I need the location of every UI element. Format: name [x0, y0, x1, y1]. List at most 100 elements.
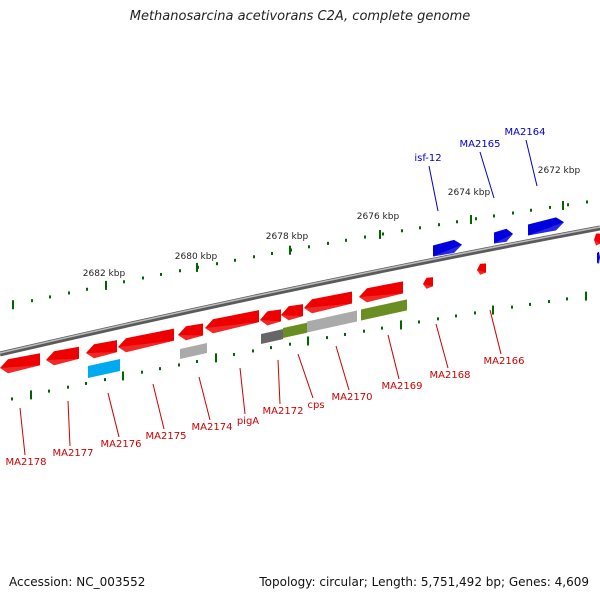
leader-line: [19, 407, 26, 456]
gene-edge-red: [594, 233, 600, 246]
gene-ma2172-body: [260, 309, 281, 326]
genome-backbone: [0, 225, 600, 357]
leader-line: [479, 151, 495, 199]
gene-cps: [281, 304, 303, 321]
genome-backbone-highlight: [0, 226, 600, 354]
gray-feature-2-body: [261, 329, 283, 344]
gene-ma2177: [46, 346, 79, 366]
gene-label: isf-12: [414, 153, 441, 164]
gray-feature-3: [307, 310, 357, 333]
gene-labels: isf-12 MA2165 MA2164 MA2178 MA2177 MA2176 MA21…: [6, 127, 546, 468]
gene-ma2168-body: [423, 277, 433, 289]
gene-ma2174-shade: [178, 335, 203, 341]
gene-label: MA2166: [484, 356, 525, 367]
gene-label: MA2176: [101, 439, 142, 450]
gene-ma2169-shade: [359, 293, 403, 303]
gene-ma2178-body: [0, 353, 40, 374]
gene-cps-body: [281, 304, 303, 321]
leader-line: [387, 334, 400, 380]
leader-line: [198, 376, 211, 421]
leader-line: [107, 392, 120, 438]
gene-label: MA2178: [6, 457, 47, 468]
gene-ma2166-body: [477, 263, 486, 275]
gene-edge-red-body: [594, 233, 600, 246]
gene-ma2174: [178, 323, 203, 341]
gene-ma2177-body: [46, 346, 79, 366]
gene-piga: [205, 310, 259, 334]
gene-edge-blue-body: [597, 251, 600, 264]
gene-cps-shade: [281, 315, 303, 321]
gene-ma2165-body: [494, 228, 513, 244]
gray-feature-1-body: [180, 343, 207, 359]
gene-ma2176: [86, 340, 117, 359]
leader-line: [428, 165, 439, 212]
gene-features: [0, 217, 600, 378]
gene-ma2164: [528, 217, 564, 236]
gray-feature-1: [180, 343, 207, 359]
scale-label: 2674 kbp: [448, 188, 491, 198]
gene-edge-red-shade: [594, 240, 600, 246]
gene-ma2175-body: [118, 328, 174, 353]
gene-edge-blue: [597, 251, 600, 264]
rna-feature: [88, 358, 120, 378]
gene-isf12: [433, 239, 462, 257]
gene-label: MA2168: [430, 370, 471, 381]
scale-label: 2676 kbp: [357, 212, 400, 222]
leader-line: [152, 383, 165, 430]
accession-text: Accession: NC_003552: [9, 575, 146, 589]
gene-ma2170-body: [304, 291, 352, 314]
scale-label: 2672 kbp: [538, 166, 581, 176]
leader-line: [239, 367, 246, 415]
scale-label: 2682 kbp: [83, 269, 126, 279]
leader-line: [277, 359, 281, 405]
gene-label: MA2170: [332, 392, 373, 403]
gene-ma2166-shade: [477, 270, 486, 275]
leader-line: [67, 400, 71, 447]
gray-feature-3-body: [307, 310, 357, 333]
gray-feature-2: [261, 329, 283, 344]
gene-ma2175: [118, 328, 174, 353]
gene-label: MA2164: [505, 127, 546, 138]
green-feature-2: [361, 299, 407, 321]
leader-line: [489, 309, 502, 355]
inner-tick-track: [11, 291, 587, 401]
gene-ma2165-shade: [494, 233, 513, 244]
topology-summary: Topology: circular; Length: 5,751,492 bp…: [259, 575, 589, 589]
gene-ma2176-shade: [86, 352, 117, 359]
gene-ma2169-body: [359, 281, 403, 303]
map-title: Methanosarcina acetivorans C2A, complete…: [129, 9, 471, 24]
gene-ma2175-shade: [118, 340, 174, 353]
gene-label: MA2174: [192, 422, 233, 433]
gene-ma2168-shade: [423, 284, 433, 289]
gene-label: MA2172: [263, 406, 304, 417]
gene-ma2172-shade: [260, 320, 281, 326]
green-feature-1-body: [283, 322, 307, 338]
gene-label: MA2177: [53, 448, 94, 459]
leader-line: [297, 353, 314, 399]
gene-ma2170: [304, 291, 352, 314]
gene-ma2174-body: [178, 323, 203, 341]
gene-ma2166: [477, 263, 486, 275]
gene-ma2165: [494, 228, 513, 244]
gene-ma2177-shade: [46, 358, 79, 366]
gene-ma2168: [423, 277, 433, 289]
gene-isf12-shade: [433, 244, 462, 257]
gene-ma2164-shade: [528, 222, 564, 236]
leader-line: [335, 345, 350, 391]
gene-label: MA2175: [146, 431, 187, 442]
gene-label: MA2165: [460, 139, 501, 150]
leader-line: [435, 323, 449, 369]
gene-ma2169: [359, 281, 403, 303]
gene-ma2178: [0, 353, 40, 374]
leader-line: [525, 139, 538, 187]
gene-ma2164-body: [528, 217, 564, 236]
green-feature-1: [283, 322, 307, 338]
gene-edge-blue-shade: [597, 257, 600, 264]
gene-ma2178-shade: [0, 365, 40, 374]
gene-piga-body: [205, 310, 259, 334]
gene-label: pigA: [237, 416, 259, 427]
scale-label: 2678 kbp: [266, 232, 309, 242]
scale-labels: 2672 kbp 2674 kbp 2676 kbp 2678 kbp 2680 kbp…: [83, 166, 581, 279]
gene-label: MA2169: [382, 381, 423, 392]
